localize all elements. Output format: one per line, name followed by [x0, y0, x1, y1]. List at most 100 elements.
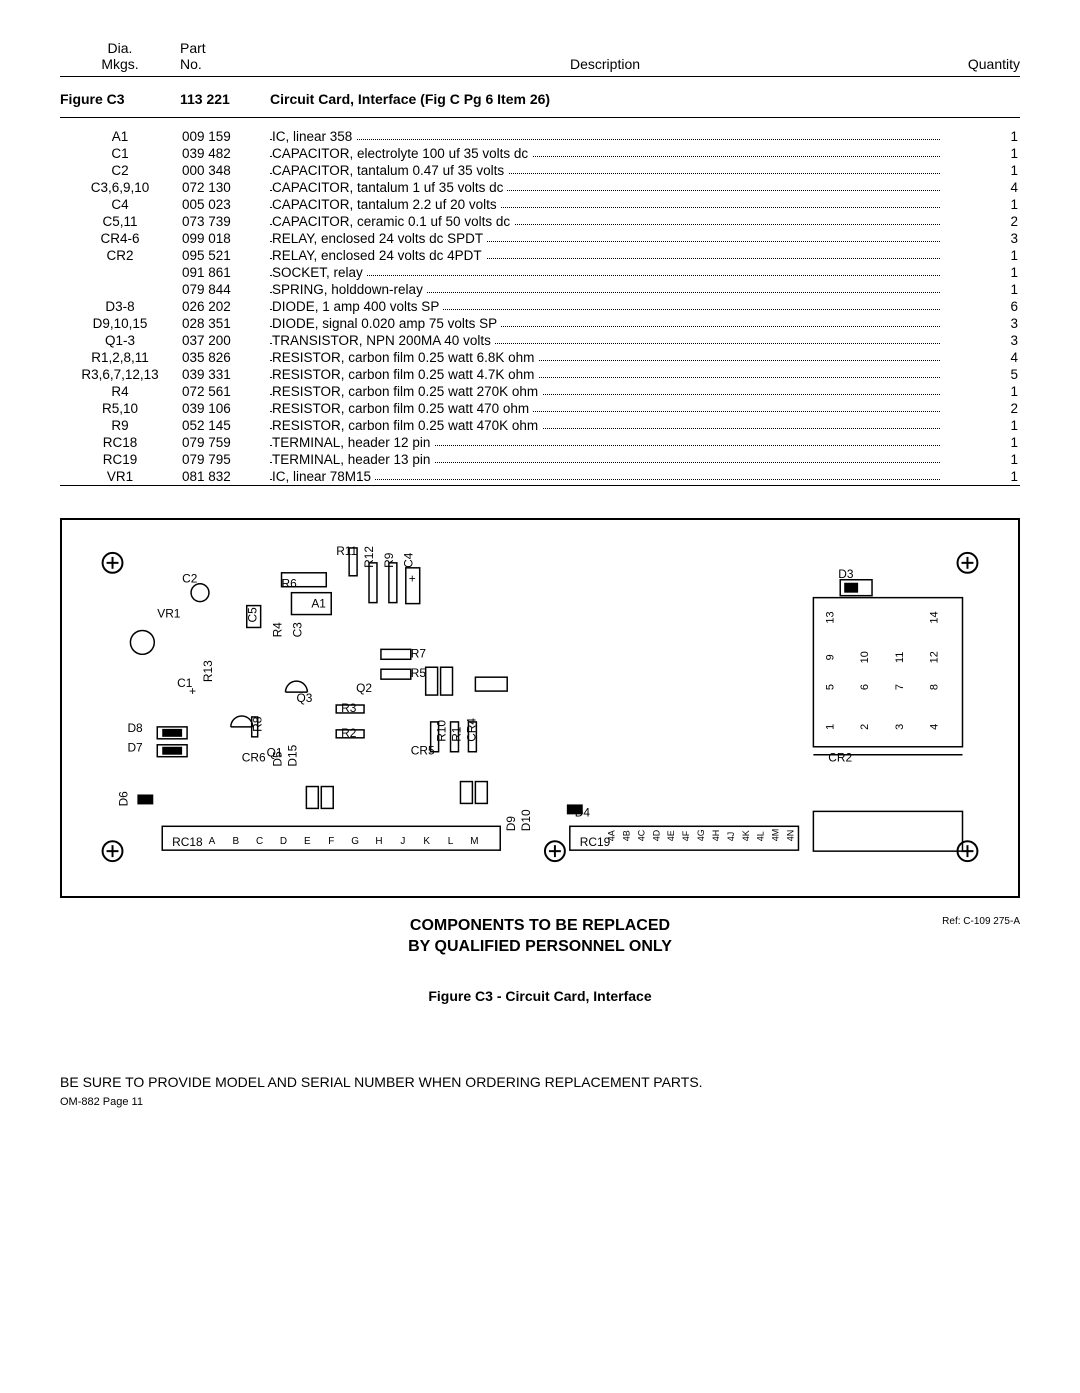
cell-dia: RC19 — [60, 451, 180, 468]
svg-text:3: 3 — [894, 724, 906, 730]
cell-desc: DIODE, signal 0.020 amp 75 volts SP — [270, 315, 940, 332]
cell-desc: IC, linear 78M15 — [270, 468, 940, 486]
table-header: Dia. Mkgs. Part No. Description Quantity — [60, 40, 1020, 77]
cell-dia: A1 — [60, 128, 180, 145]
svg-text:R12: R12 — [362, 546, 376, 568]
cell-qty: 1 — [940, 264, 1020, 281]
cell-desc: DIODE, 1 amp 400 volts SP — [270, 298, 940, 315]
svg-text:D9: D9 — [504, 816, 518, 832]
cell-part: 095 521 — [180, 247, 270, 264]
svg-text:D10: D10 — [519, 809, 533, 831]
cell-qty: 1 — [940, 128, 1020, 145]
cell-desc: CAPACITOR, tantalum 2.2 uf 20 volts — [270, 196, 940, 213]
cell-dia: CR4-6 — [60, 230, 180, 247]
cell-qty: 2 — [940, 400, 1020, 417]
cell-part: 052 145 — [180, 417, 270, 434]
cell-part: 072 561 — [180, 383, 270, 400]
cell-part: 072 130 — [180, 179, 270, 196]
figure-caption: Figure C3 - Circuit Card, Interface — [60, 988, 1020, 1004]
svg-text:R11: R11 — [336, 544, 357, 558]
cell-part: 073 739 — [180, 213, 270, 230]
table-row: R1,2,8,11035 826RESISTOR, carbon film 0.… — [60, 349, 1020, 366]
svg-text:K: K — [423, 836, 430, 847]
cell-qty: 2 — [940, 213, 1020, 230]
page-ref: OM-882 Page 11 — [60, 1096, 1020, 1108]
cell-qty: 6 — [940, 298, 1020, 315]
svg-text:4K: 4K — [741, 830, 751, 841]
svg-text:R6: R6 — [282, 577, 298, 591]
cell-dia: R1,2,8,11 — [60, 349, 180, 366]
table-row: C3,6,9,10072 130CAPACITOR, tantalum 1 uf… — [60, 179, 1020, 196]
svg-text:10: 10 — [859, 651, 871, 663]
cell-dia: C4 — [60, 196, 180, 213]
svg-text:R4: R4 — [271, 622, 285, 638]
table-row: 091 861SOCKET, relay1 — [60, 264, 1020, 281]
svg-text:R5: R5 — [411, 666, 427, 680]
cell-desc: RELAY, enclosed 24 volts dc SPDT — [270, 230, 940, 247]
circuit-svg: ++C2VR1R6R11R12R9C4A1C5R4C3C1R13R7R5Q3Q2… — [82, 538, 998, 876]
svg-text:E: E — [304, 836, 311, 847]
cell-desc: TRANSISTOR, NPN 200MA 40 volts — [270, 332, 940, 349]
hdr-part-2: No. — [180, 56, 270, 72]
svg-text:4G: 4G — [696, 829, 706, 841]
svg-text:4D: 4D — [651, 829, 661, 841]
cell-desc: TERMINAL, header 13 pin — [270, 451, 940, 468]
table-row: R3,6,7,12,13039 331RESISTOR, carbon film… — [60, 366, 1020, 383]
svg-text:4F: 4F — [681, 830, 691, 841]
cell-dia: D3-8 — [60, 298, 180, 315]
svg-text:R10: R10 — [435, 720, 449, 742]
svg-text:R7: R7 — [411, 646, 427, 660]
cell-desc: IC, linear 358 — [270, 128, 940, 145]
svg-text:A: A — [209, 836, 216, 847]
svg-text:G: G — [351, 836, 359, 847]
cell-qty: 1 — [940, 383, 1020, 400]
svg-text:2: 2 — [859, 724, 871, 730]
svg-text:C1: C1 — [177, 676, 193, 690]
cell-qty: 1 — [940, 417, 1020, 434]
cell-desc: CAPACITOR, tantalum 1 uf 35 volts dc — [270, 179, 940, 196]
svg-text:D7: D7 — [127, 741, 143, 755]
table-row: Q1-3037 200TRANSISTOR, NPN 200MA 40 volt… — [60, 332, 1020, 349]
cell-desc: RESISTOR, carbon film 0.25 watt 470K ohm — [270, 417, 940, 434]
svg-text:+: + — [409, 572, 416, 586]
table-row: R5,10039 106RESISTOR, carbon film 0.25 w… — [60, 400, 1020, 417]
cell-qty: 1 — [940, 247, 1020, 264]
cell-desc: RELAY, enclosed 24 volts dc 4PDT — [270, 247, 940, 264]
cell-part: 079 759 — [180, 434, 270, 451]
cell-part: 035 826 — [180, 349, 270, 366]
cell-qty: 1 — [940, 434, 1020, 451]
table-row: 079 844SPRING, holddown-relay1 — [60, 281, 1020, 298]
svg-text:D4: D4 — [575, 805, 591, 819]
cell-dia: R4 — [60, 383, 180, 400]
cell-dia — [60, 264, 180, 281]
svg-text:D6: D6 — [116, 791, 130, 807]
svg-text:4E: 4E — [666, 830, 676, 841]
svg-text:4M: 4M — [771, 829, 781, 841]
svg-text:4N: 4N — [786, 830, 796, 841]
cell-dia: C5,11 — [60, 213, 180, 230]
svg-text:RC18: RC18 — [172, 835, 203, 849]
cell-desc: CAPACITOR, ceramic 0.1 uf 50 volts dc — [270, 213, 940, 230]
cell-part: 026 202 — [180, 298, 270, 315]
svg-text:F: F — [328, 836, 334, 847]
svg-text:CR5: CR5 — [411, 744, 435, 758]
svg-text:R1: R1 — [449, 726, 463, 742]
cell-dia: R5,10 — [60, 400, 180, 417]
cell-qty: 1 — [940, 162, 1020, 179]
svg-text:D15: D15 — [285, 744, 299, 766]
svg-text:C2: C2 — [182, 572, 198, 586]
svg-text:D8: D8 — [127, 721, 143, 735]
svg-text:4B: 4B — [621, 830, 631, 841]
cell-part: 079 844 — [180, 281, 270, 298]
svg-text:D5: D5 — [271, 751, 285, 767]
svg-text:6: 6 — [859, 684, 871, 690]
svg-text:B: B — [232, 836, 239, 847]
table-row: R4072 561RESISTOR, carbon film 0.25 watt… — [60, 383, 1020, 400]
table-row: CR4-6099 018RELAY, enclosed 24 volts dc … — [60, 230, 1020, 247]
svg-text:1: 1 — [824, 724, 836, 730]
footer-note: BE SURE TO PROVIDE MODEL AND SERIAL NUMB… — [60, 1074, 1020, 1090]
cell-part: 081 832 — [180, 468, 270, 486]
svg-text:9: 9 — [824, 654, 836, 660]
cell-desc: SPRING, holddown-relay — [270, 281, 940, 298]
cell-qty: 1 — [940, 145, 1020, 162]
